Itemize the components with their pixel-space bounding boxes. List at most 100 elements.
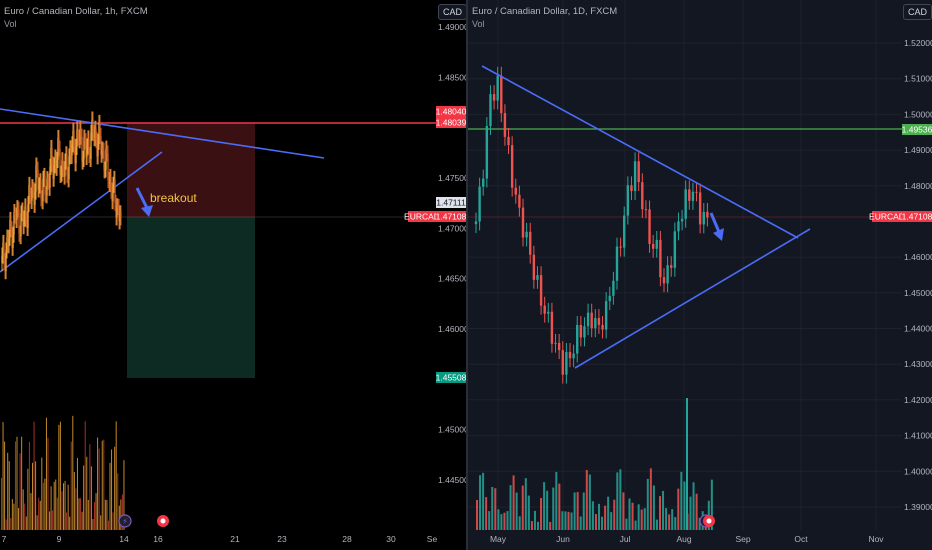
lightning-event-icon[interactable] — [118, 514, 132, 528]
volume-bar — [41, 457, 43, 530]
candle-body — [77, 129, 79, 138]
triangle-upper-trendline[interactable] — [481, 65, 799, 239]
left-chart-title: Euro / Canadian Dollar, 1h, FXCM — [4, 6, 148, 17]
volume-bar — [579, 516, 582, 530]
volume-bar — [30, 493, 32, 530]
volume-bar — [106, 500, 108, 530]
volume-bar — [573, 492, 576, 530]
volume-bar — [613, 499, 616, 530]
price-tick-label: 1.40000 — [904, 466, 932, 476]
candle-body — [670, 265, 673, 268]
candle-body — [114, 178, 116, 204]
time-tick-label: Oct — [794, 534, 808, 544]
right-currency-button[interactable]: CAD — [903, 4, 932, 20]
volume-bar — [594, 514, 597, 530]
stop-tag-1: 1.48040 — [436, 107, 466, 117]
volume-bar — [503, 512, 506, 530]
candle-body — [113, 178, 115, 185]
candle-body — [510, 145, 514, 188]
price-tick-label: 1.39000 — [904, 502, 932, 512]
candle-body — [9, 219, 11, 238]
candle-body — [28, 184, 30, 205]
volume-bar — [591, 501, 594, 530]
volume-bar — [622, 492, 625, 530]
profit-zone[interactable] — [127, 217, 255, 378]
pane-divider[interactable] — [466, 0, 468, 550]
time-tick-label: Nov — [868, 534, 884, 544]
triangle-lower-trendline[interactable] — [574, 228, 811, 369]
support-price-tag: 1.49536 — [902, 125, 932, 135]
volume-bar — [7, 452, 9, 530]
candle-body — [117, 206, 119, 208]
volume-bar — [543, 482, 546, 530]
time-tick-label: 16 — [153, 534, 163, 544]
candle-body — [594, 318, 597, 329]
candle-body — [99, 122, 101, 137]
candle-body — [17, 208, 19, 210]
candle-body — [49, 166, 51, 188]
candle-body — [521, 207, 525, 238]
ascending-trendline[interactable] — [0, 151, 163, 273]
left-time-axis: 7 9 14 16 21 23 28 30 Se — [2, 534, 438, 544]
candle-body — [22, 210, 24, 227]
right-vol-label: Vol — [472, 19, 485, 29]
volume-bar — [67, 484, 69, 530]
volume-bar — [27, 468, 29, 530]
candle-body — [13, 212, 15, 235]
candle-body — [47, 179, 49, 182]
volume-bar — [540, 497, 543, 530]
candle-body — [45, 194, 47, 196]
candle-body — [109, 176, 111, 185]
candle-body — [19, 233, 21, 237]
candle-body — [514, 187, 517, 195]
candle-body — [120, 213, 122, 218]
symbol-price-tag: 1.47108 — [436, 212, 466, 222]
volume-bar — [552, 487, 555, 530]
candle-body — [58, 138, 60, 149]
volume-bar — [22, 489, 24, 530]
volume-bar — [4, 441, 6, 530]
volume-bar — [58, 424, 60, 530]
left-chart-canvas[interactable]: breakout 1.490001.485001.475001.470001.4… — [0, 0, 466, 550]
volume-bar — [512, 475, 515, 530]
candle-body — [40, 181, 42, 199]
news-dot-icon — [160, 518, 166, 524]
candle-body — [576, 324, 579, 354]
left-currency-button[interactable]: CAD — [438, 4, 466, 20]
volume-bar — [634, 520, 637, 530]
volume-bar — [115, 421, 117, 530]
time-tick-label: 7 — [2, 534, 7, 544]
time-tick-label: Sep — [735, 534, 750, 544]
right-chart-pane[interactable]: 1.52000 1.51000 1.50000 1.49000 1.48000 1.460… — [468, 0, 932, 550]
volume-bar — [683, 481, 686, 530]
candle-body — [5, 250, 7, 272]
volume-bar — [56, 497, 58, 530]
candle-body — [655, 239, 658, 249]
volume-bar — [555, 471, 558, 530]
right-chart-canvas[interactable]: 1.52000 1.51000 1.50000 1.49000 1.48000 1.460… — [468, 0, 932, 550]
price-tick-label: 1.46500 — [438, 274, 466, 284]
volume-bar — [558, 483, 561, 530]
time-tick-label: Aug — [676, 534, 691, 544]
volume-bar — [50, 486, 52, 530]
volume-bar — [98, 448, 100, 530]
volume-bar — [628, 498, 631, 530]
candle-body — [16, 208, 18, 220]
left-chart-pane[interactable]: breakout 1.49000 1.48500 1.47500 1.47000 1.4… — [0, 0, 466, 550]
candle-body — [97, 141, 99, 157]
volume-bar — [631, 502, 634, 530]
candle-body — [72, 130, 74, 145]
volume-bar — [485, 497, 488, 530]
right-symbol-price-tag: 1.47108 — [902, 212, 932, 222]
right-candles — [474, 66, 709, 384]
volume-bar — [92, 518, 94, 530]
candle-body — [85, 141, 87, 157]
candle-body — [680, 218, 684, 222]
volume-bar — [53, 481, 55, 530]
candle-body — [637, 161, 640, 183]
candle-body — [98, 122, 100, 142]
descending-trendline[interactable] — [0, 108, 325, 159]
candle-body — [706, 211, 709, 218]
price-tick-label: 1.45000 — [904, 288, 932, 298]
candle-body — [26, 219, 28, 228]
